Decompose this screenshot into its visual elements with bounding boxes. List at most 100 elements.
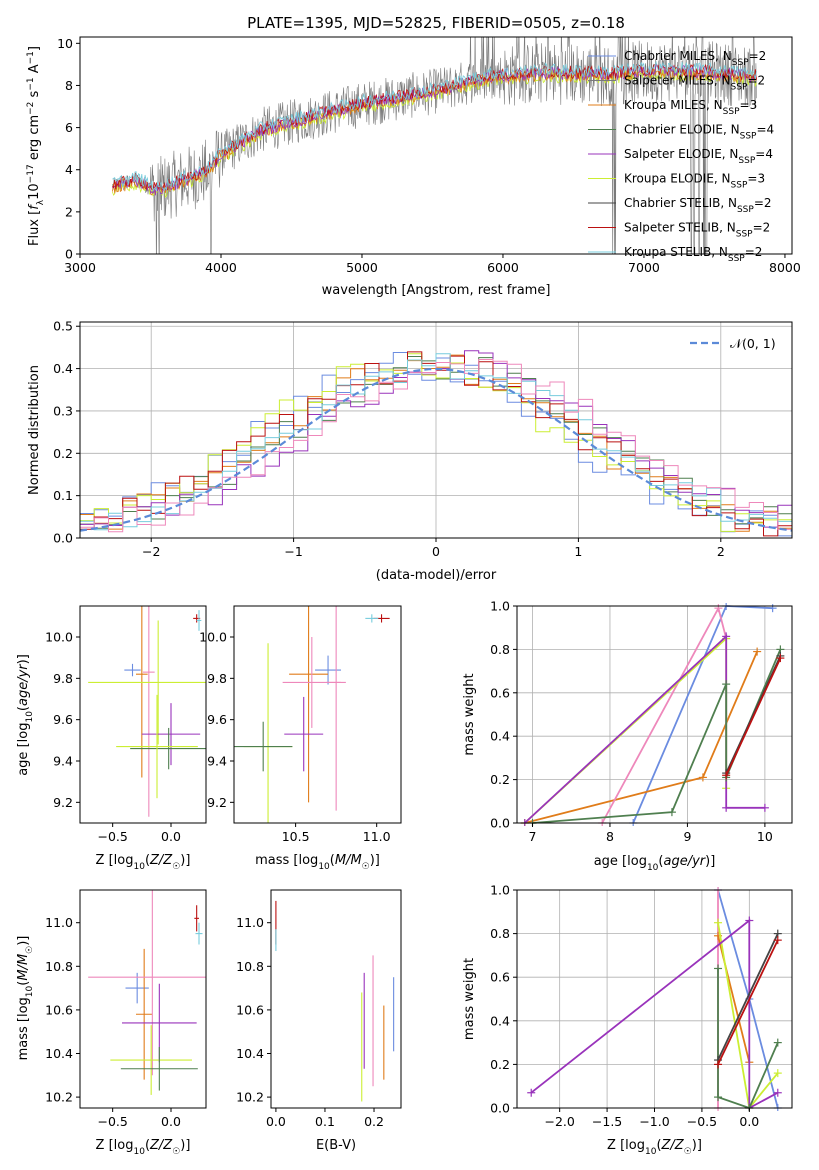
y-tick-label: 10.6: [45, 1002, 73, 1017]
x-tick-label: −1.5: [592, 1114, 622, 1129]
histogram-series: [80, 356, 792, 529]
x-tick-label: 0.0: [739, 1114, 759, 1129]
y-tick-label: 0.3: [53, 403, 73, 418]
y-tick-label: 0.4: [490, 1013, 510, 1028]
y-tick-label: 10.0: [199, 630, 227, 645]
y-tick-label: 11.0: [236, 915, 264, 930]
y-tick-label: 9.8: [53, 671, 73, 686]
y-tick-label: 9.6: [207, 712, 227, 727]
x-tick-label: 7000: [628, 260, 660, 275]
weight-series: [717, 939, 779, 1065]
y-tick-label: 0: [65, 247, 73, 262]
errorbars: [234, 606, 390, 823]
x-tick-label: −0.5: [97, 829, 127, 844]
legend-entry: Salpeter ELODIE, NSSP=4: [624, 147, 773, 166]
legend-entry: Chabrier STELIB, NSSP=2: [624, 196, 772, 215]
y-tick-label: 9.2: [207, 795, 227, 810]
x-axis-label: Z [log10(Z/Z☉)]: [96, 1138, 191, 1157]
x-tick-label: 0.2: [364, 1114, 384, 1129]
y-tick-label: 9.2: [53, 795, 73, 810]
y-tick-label: 10.6: [236, 1002, 264, 1017]
legend-entry: Kroupa ELODIE, NSSP=3: [624, 172, 765, 191]
panel-residuals: −2 −1 0 1 2 0.0 0.1 0.2 0.3 0.4 0.5 𝒩(0, 1) (data-mo…: [27, 319, 793, 583]
y-tick-label: 2: [65, 204, 73, 219]
histogram-series: [80, 353, 792, 532]
legend-entry: 𝒩(0, 1): [730, 336, 776, 351]
y-tick-label: 0.8: [490, 642, 510, 657]
axes-frame: [79, 36, 793, 255]
y-tick-label: 9.4: [53, 754, 73, 769]
x-tick-label: 11.0: [363, 829, 391, 844]
axes-frame: [270, 889, 402, 1109]
weight-series: [530, 918, 779, 1110]
x-tick-label: 2: [717, 544, 725, 559]
legend-entry: Kroupa STELIB, NSSP=2: [624, 245, 762, 264]
weight-series: [717, 933, 779, 1061]
x-tick-label: 5000: [346, 260, 378, 275]
x-tick-label: −0.5: [687, 1114, 717, 1129]
y-tick-label: 0.4: [53, 361, 73, 376]
weight-series: [601, 605, 728, 824]
errorbars: [88, 890, 206, 1095]
x-tick-label: 0.0: [161, 829, 181, 844]
y-axis-label: Normed distribution: [27, 365, 42, 495]
y-tick-label: 10.0: [45, 630, 73, 645]
axes-frame: [516, 605, 793, 824]
axes-frame: [79, 605, 207, 824]
y-tick-label: 10: [57, 36, 73, 51]
legend-entry: Salpeter MILES, NSSP=2: [624, 74, 765, 93]
x-tick-label: 0.0: [161, 1114, 181, 1129]
y-tick-label: 0.0: [490, 1101, 510, 1116]
spectrum-lines: [112, 37, 757, 254]
x-tick-label: 10: [757, 829, 773, 844]
y-tick-label: 0.6: [490, 685, 510, 700]
histogram-series: [80, 353, 792, 531]
panel-age_vs_mass: 10.5 11.0 9.2 9.4 9.6 9.8 10.0 mass [log10(M/M☉…: [199, 605, 402, 872]
y-tick-label: 0.8: [490, 926, 510, 941]
x-tick-label: 1: [574, 544, 582, 559]
y-axis-label: mass weight: [462, 958, 477, 1040]
x-tick-label: 6000: [487, 260, 519, 275]
y-tick-label: 11.0: [45, 915, 73, 930]
weight-series: [725, 657, 782, 776]
histogram-series: [80, 359, 792, 533]
x-axis-label: E(B-V): [316, 1138, 356, 1153]
x-axis-label: Z [log10(Z/Z☉)]: [96, 853, 191, 872]
y-axis-label: mass weight: [462, 673, 477, 755]
x-tick-label: 0.0: [266, 1114, 286, 1129]
x-tick-label: 3000: [64, 260, 96, 275]
x-tick-label: 10.5: [282, 829, 310, 844]
y-tick-label: 10.8: [236, 959, 264, 974]
y-axis-label: mass [log10(M/M☉)]: [16, 936, 35, 1061]
y-tick-label: 10.2: [45, 1090, 73, 1105]
weight-series: [725, 655, 782, 774]
y-tick-label: 10.2: [236, 1090, 264, 1105]
legend-entry: Kroupa MILES, NSSP=3: [624, 98, 757, 117]
legend-entry: Chabrier ELODIE, NSSP=4: [624, 123, 774, 142]
y-axis-label: Flux [fλ10−17 erg cm−2 s−1 A−1]: [26, 46, 46, 246]
x-tick-label: −2.0: [544, 1114, 574, 1129]
y-tick-label: 0.5: [53, 319, 73, 334]
x-tick-label: −1: [284, 544, 302, 559]
weight-lines: [520, 603, 785, 826]
y-tick-label: 9.8: [207, 671, 227, 686]
errorbars: [88, 606, 206, 817]
panel-weight_vs_age: 7 8 9 10 0.0 0.2 0.4 0.6 0.8 1.0 mass weight age [l…: [462, 599, 793, 873]
normal-curve: [80, 367, 792, 532]
x-tick-label: 4000: [205, 260, 237, 275]
x-tick-label: −2: [142, 544, 160, 559]
y-tick-label: 0.1: [53, 488, 73, 503]
panel-mass_vs_EBV: 0.0 0.1 0.2 10.2 10.4 10.6 10.8 11.0 E(B-V): [236, 889, 402, 1153]
x-tick-label: 8: [606, 829, 614, 844]
y-tick-label: 10.8: [45, 959, 73, 974]
figure-title: PLATE=1395, MJD=52825, FIBERID=0505, z=0…: [247, 14, 625, 32]
x-axis-label: (data-model)/error: [376, 568, 497, 583]
panel-spectrum: 3000 4000 5000 6000 7000 8000 0 2 4 6 8 10 Chabrier …: [26, 36, 801, 298]
panel-age_vs_Z: −0.5 0.0 9.2 9.4 9.6 9.8 10.0 Z [log10(Z/Z☉)] ag…: [16, 605, 207, 872]
x-axis-label: wavelength [Angstrom, rest frame]: [322, 283, 551, 298]
legend-entry: Salpeter STELIB, NSSP=2: [624, 221, 770, 240]
y-tick-label: 9.6: [53, 712, 73, 727]
axes-frame: [233, 605, 402, 824]
y-tick-label: 0.6: [490, 970, 510, 985]
